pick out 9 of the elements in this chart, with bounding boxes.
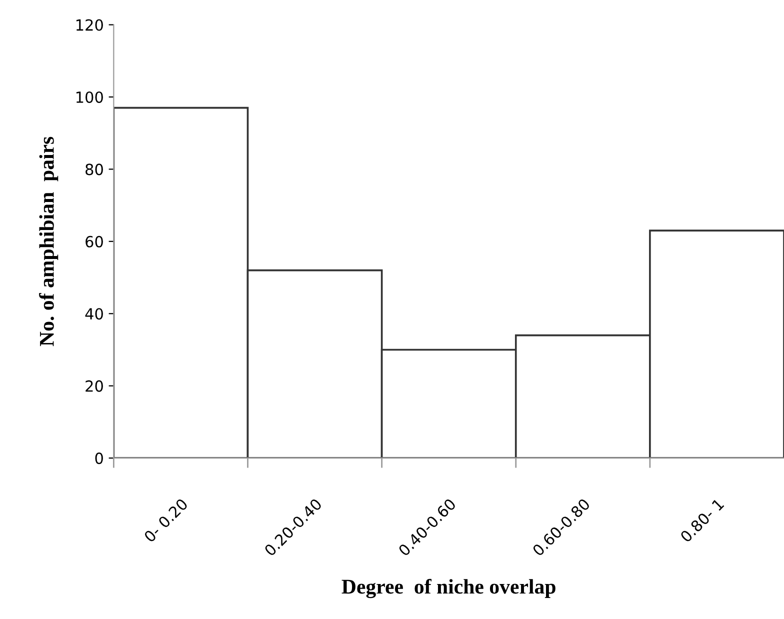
y-tick-label: 80 <box>86 164 103 176</box>
y-tick-label: 40 <box>85 308 103 320</box>
y-tick-label: 60 <box>86 236 103 248</box>
y-axis-title: No. of amphibian pairs <box>39 136 58 346</box>
x-axis-title: Degree of niche overlap <box>342 578 556 598</box>
y-tick-label: 0 <box>95 452 103 464</box>
y-tick-label: 100 <box>76 91 103 103</box>
y-tick-label: 120 <box>76 19 103 31</box>
y-tick-label: 20 <box>86 380 103 392</box>
